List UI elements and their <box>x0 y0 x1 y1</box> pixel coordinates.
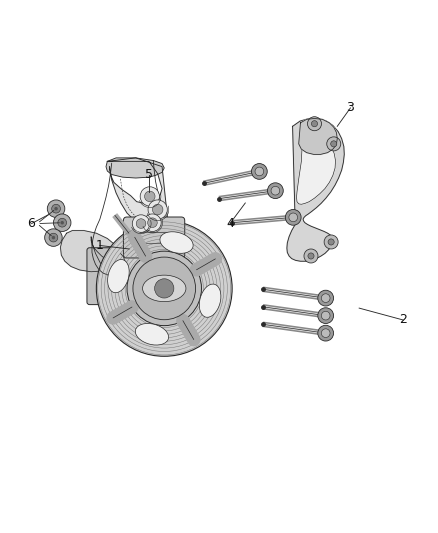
Circle shape <box>58 219 67 227</box>
Circle shape <box>268 183 283 199</box>
Text: 5: 5 <box>145 168 153 181</box>
Text: 1: 1 <box>96 239 104 252</box>
Circle shape <box>327 137 341 151</box>
Circle shape <box>127 251 201 326</box>
Circle shape <box>49 233 58 242</box>
Circle shape <box>307 117 321 131</box>
Polygon shape <box>287 118 344 261</box>
Circle shape <box>324 235 338 249</box>
Polygon shape <box>297 138 336 204</box>
Circle shape <box>148 218 157 228</box>
Polygon shape <box>299 118 337 155</box>
Circle shape <box>251 164 267 179</box>
Circle shape <box>321 311 330 320</box>
Circle shape <box>54 207 58 211</box>
Circle shape <box>148 200 167 219</box>
Text: 2: 2 <box>399 313 407 326</box>
Text: 3: 3 <box>346 101 354 115</box>
Circle shape <box>155 279 174 298</box>
Circle shape <box>331 141 337 147</box>
Circle shape <box>285 209 301 225</box>
Circle shape <box>145 191 155 201</box>
Polygon shape <box>106 158 164 178</box>
Circle shape <box>308 253 314 259</box>
Ellipse shape <box>160 232 193 253</box>
Circle shape <box>136 219 146 229</box>
Ellipse shape <box>199 284 221 317</box>
Circle shape <box>140 187 159 206</box>
Circle shape <box>53 214 71 231</box>
Circle shape <box>47 200 65 217</box>
Circle shape <box>328 239 334 245</box>
Circle shape <box>289 213 297 222</box>
Polygon shape <box>91 237 122 284</box>
Circle shape <box>132 215 150 232</box>
Circle shape <box>318 325 334 341</box>
Circle shape <box>321 294 330 302</box>
FancyBboxPatch shape <box>124 217 185 258</box>
Circle shape <box>255 167 264 176</box>
Circle shape <box>321 329 330 337</box>
Polygon shape <box>107 158 168 230</box>
Circle shape <box>311 120 318 127</box>
Circle shape <box>318 308 334 324</box>
Circle shape <box>271 187 280 195</box>
Circle shape <box>60 221 64 224</box>
Circle shape <box>96 221 232 356</box>
Polygon shape <box>60 231 121 272</box>
FancyBboxPatch shape <box>87 248 130 304</box>
Circle shape <box>144 214 161 231</box>
Circle shape <box>318 290 334 306</box>
Ellipse shape <box>108 260 129 293</box>
Text: 6: 6 <box>28 217 35 230</box>
Circle shape <box>304 249 318 263</box>
Ellipse shape <box>135 324 169 345</box>
Circle shape <box>45 229 62 246</box>
Circle shape <box>133 257 195 320</box>
Circle shape <box>52 204 60 213</box>
Circle shape <box>52 236 55 239</box>
Text: 4: 4 <box>226 217 234 230</box>
Ellipse shape <box>142 275 186 302</box>
Circle shape <box>152 204 163 215</box>
